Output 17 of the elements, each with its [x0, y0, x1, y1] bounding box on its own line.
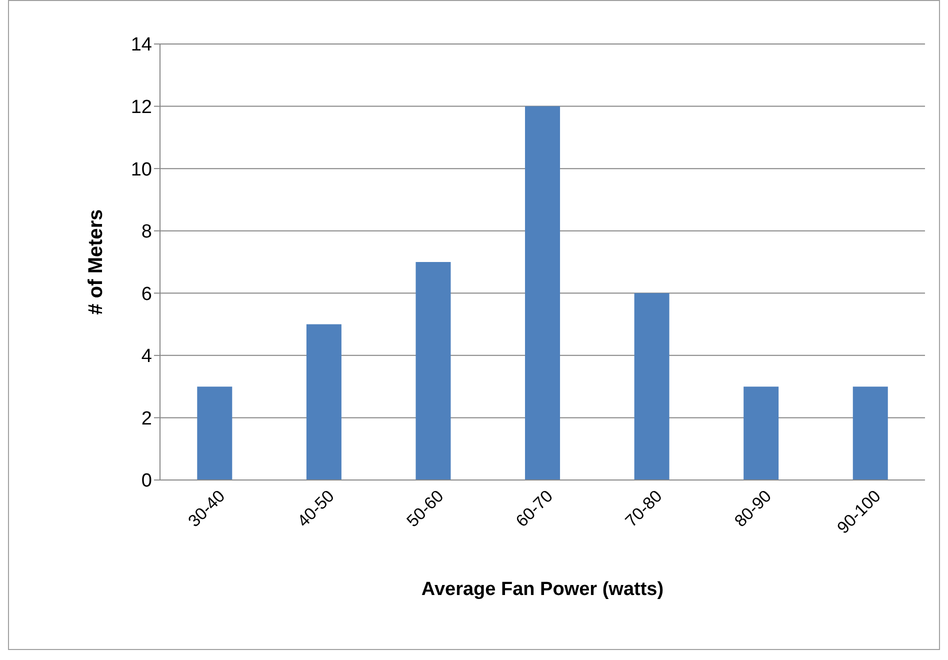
bar — [525, 106, 560, 480]
y-tick-label: 12 — [130, 97, 152, 118]
bar — [634, 293, 670, 480]
y-tick-label: 14 — [130, 34, 152, 56]
y-tick-label: 2 — [141, 408, 152, 430]
bar — [197, 386, 232, 480]
bar — [306, 324, 342, 480]
bar — [852, 386, 888, 480]
x-axis-title: Average Fan Power (watts) — [421, 579, 664, 600]
y-tick-label: 6 — [141, 284, 152, 305]
y-tick-label: 0 — [141, 470, 152, 492]
bar — [744, 386, 779, 480]
y-tick-label: 8 — [141, 222, 152, 243]
y-axis-title: # of Meters — [85, 209, 108, 315]
y-tick-label: 4 — [141, 346, 152, 368]
y-tick-label: 10 — [130, 159, 152, 180]
bar — [416, 262, 451, 480]
